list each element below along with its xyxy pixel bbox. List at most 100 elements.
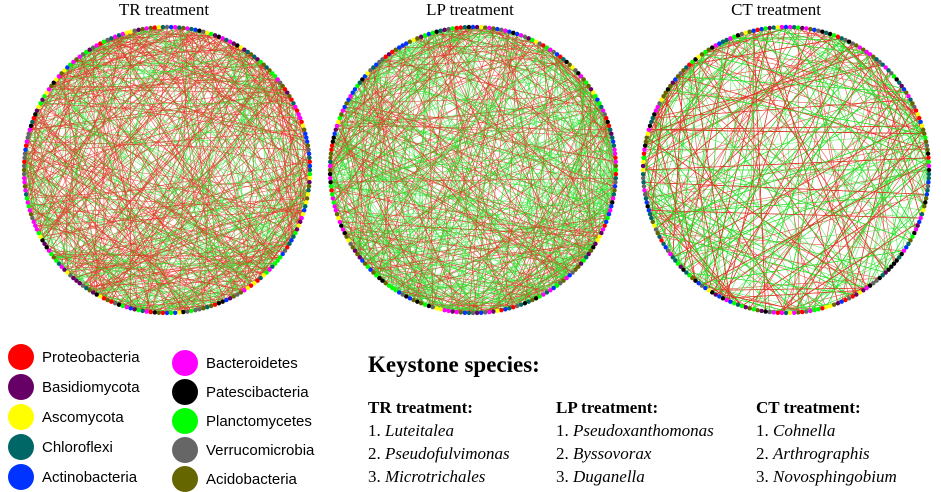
network-node bbox=[44, 90, 49, 95]
positive-edge bbox=[543, 54, 558, 295]
network-node bbox=[653, 227, 659, 232]
negative-edge bbox=[722, 289, 864, 299]
network-node bbox=[80, 283, 86, 288]
network-node bbox=[422, 33, 428, 38]
positive-edge bbox=[395, 39, 414, 291]
legend-label: Verrucomicrobia bbox=[206, 441, 315, 459]
network-node bbox=[116, 302, 122, 307]
negative-edge bbox=[646, 137, 864, 291]
network-node bbox=[613, 163, 619, 169]
network-node bbox=[522, 301, 528, 306]
positive-edge bbox=[715, 36, 735, 295]
positive-edge bbox=[535, 41, 616, 158]
negative-edge bbox=[524, 54, 558, 304]
network-node bbox=[112, 34, 118, 39]
network-node bbox=[172, 310, 178, 315]
network-node bbox=[330, 139, 336, 144]
positive-edge bbox=[440, 305, 518, 310]
network-node bbox=[454, 309, 459, 315]
negative-edge bbox=[175, 282, 255, 314]
positive-edge bbox=[25, 149, 255, 284]
negative-edge bbox=[789, 33, 831, 313]
positive-edge bbox=[331, 194, 470, 314]
network-node bbox=[593, 241, 598, 247]
network-node bbox=[264, 270, 269, 275]
positive-edge bbox=[644, 194, 811, 312]
network-node bbox=[278, 255, 283, 260]
network-node bbox=[641, 180, 646, 185]
positive-edge bbox=[667, 88, 925, 134]
negative-edge bbox=[665, 27, 799, 248]
network-node bbox=[275, 258, 280, 263]
legend-label: Ascomycota bbox=[42, 408, 124, 426]
negative-edge bbox=[648, 129, 925, 134]
negative-edge bbox=[61, 36, 220, 267]
network-node bbox=[791, 310, 797, 315]
network-node bbox=[839, 36, 844, 41]
network-node bbox=[641, 175, 646, 181]
network-node bbox=[597, 101, 602, 106]
network-node bbox=[775, 310, 781, 315]
positive-edge bbox=[64, 27, 184, 270]
network-node bbox=[739, 31, 745, 37]
network-node bbox=[124, 305, 129, 310]
network-node bbox=[693, 278, 698, 283]
network-node bbox=[77, 54, 82, 59]
network-node bbox=[783, 310, 789, 316]
network-node bbox=[548, 288, 553, 293]
network-node bbox=[272, 74, 278, 79]
network-node bbox=[168, 310, 174, 316]
network-node bbox=[612, 151, 618, 156]
network-node bbox=[921, 208, 926, 213]
network-node bbox=[640, 167, 646, 173]
positive-edge bbox=[166, 67, 267, 314]
network-node bbox=[94, 43, 99, 48]
network-node bbox=[558, 54, 563, 59]
negative-edge bbox=[440, 30, 502, 311]
negative-edge bbox=[33, 45, 238, 223]
network-node bbox=[442, 307, 447, 313]
negative-edge bbox=[38, 106, 296, 234]
negative-edge bbox=[644, 35, 835, 195]
positive-edge bbox=[329, 39, 533, 175]
negative-edge bbox=[38, 28, 143, 234]
network-node bbox=[599, 104, 604, 110]
network-node bbox=[238, 45, 244, 50]
positive-edge bbox=[342, 110, 616, 183]
network-node bbox=[880, 273, 885, 278]
network-node bbox=[330, 196, 336, 201]
positive-edge bbox=[683, 129, 924, 270]
network-node bbox=[570, 270, 575, 275]
network-node bbox=[332, 204, 337, 209]
network-node bbox=[608, 127, 613, 132]
network-node bbox=[56, 261, 62, 266]
network-node bbox=[483, 25, 488, 30]
network-node bbox=[426, 31, 432, 37]
network-node bbox=[140, 26, 145, 32]
network-node bbox=[377, 275, 382, 281]
network-node bbox=[864, 49, 869, 55]
positive-edge bbox=[373, 141, 614, 273]
network-node bbox=[922, 131, 927, 136]
legend-swatch bbox=[8, 404, 34, 430]
network-node bbox=[332, 131, 337, 136]
positive-edge bbox=[25, 149, 77, 281]
positive-edge bbox=[96, 194, 309, 295]
negative-edge bbox=[48, 250, 276, 264]
network-node bbox=[645, 204, 650, 209]
positive-edge bbox=[79, 56, 252, 286]
network-node bbox=[533, 296, 539, 301]
negative-edge bbox=[38, 106, 135, 310]
network-node bbox=[181, 25, 186, 31]
negative-edge bbox=[32, 121, 310, 167]
network-node bbox=[751, 28, 756, 33]
network-node bbox=[642, 192, 648, 197]
network-node bbox=[650, 115, 655, 121]
network-node bbox=[371, 270, 376, 275]
network-node bbox=[98, 294, 103, 299]
network-node bbox=[659, 97, 664, 102]
network-node bbox=[724, 37, 729, 43]
negative-edge bbox=[329, 173, 433, 308]
network-node bbox=[331, 200, 336, 205]
negative-edge bbox=[130, 31, 309, 150]
